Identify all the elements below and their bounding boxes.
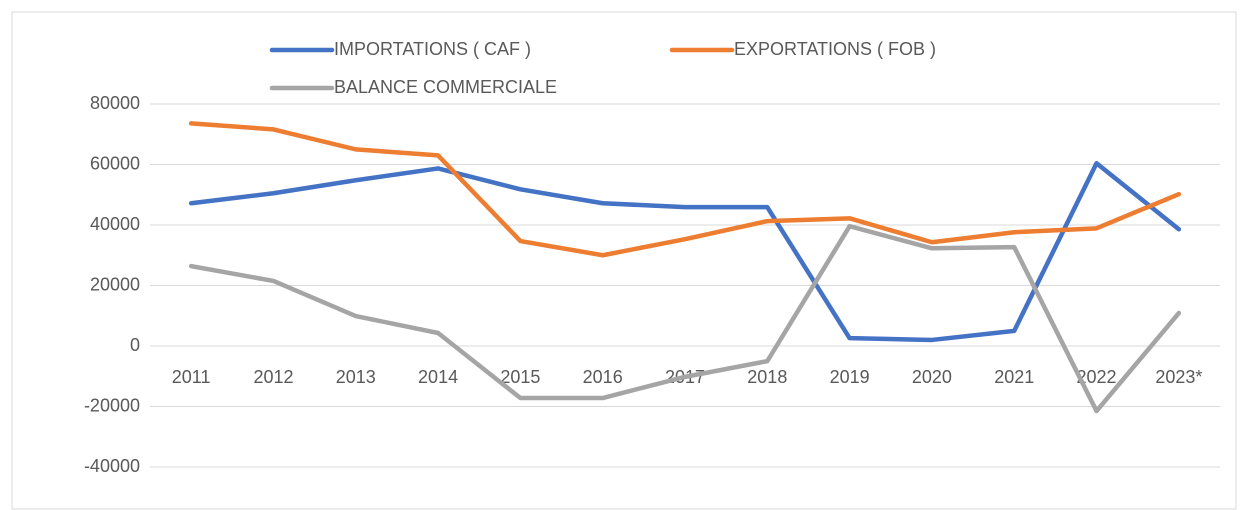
x-tick-label: 2012 [253, 367, 293, 387]
y-tick-label: -20000 [84, 395, 140, 415]
x-tick-label: 2016 [583, 367, 623, 387]
x-tick-label: 2023* [1155, 367, 1202, 387]
y-tick-label: 80000 [90, 93, 140, 113]
y-tick-label: 40000 [90, 214, 140, 234]
x-tick-label: 2011 [172, 367, 211, 387]
y-tick-label: 0 [130, 335, 140, 355]
series-line [188, 121, 1182, 258]
y-tick-label: -40000 [84, 456, 140, 476]
legend-label: EXPORTATIONS ( FOB ) [734, 39, 936, 59]
x-tick-label: 2013 [336, 367, 376, 387]
x-tick-label: 2022 [1077, 367, 1117, 387]
x-tick-label: 2015 [500, 367, 540, 387]
x-tick-label: 2014 [418, 367, 458, 387]
legend-label: IMPORTATIONS ( CAF ) [334, 39, 531, 59]
x-tick-label: 2021 [994, 367, 1034, 387]
y-tick-label: 60000 [90, 153, 140, 173]
legend-label: BALANCE COMMERCIALE [334, 77, 557, 97]
y-tick-label: 20000 [90, 274, 140, 294]
x-tick-label: 2019 [830, 367, 870, 387]
series-line [188, 223, 1182, 414]
chart-border [11, 11, 1237, 510]
x-tick-label: 2020 [912, 367, 952, 387]
x-tick-label: 2018 [747, 367, 787, 387]
series-line [188, 161, 1182, 343]
